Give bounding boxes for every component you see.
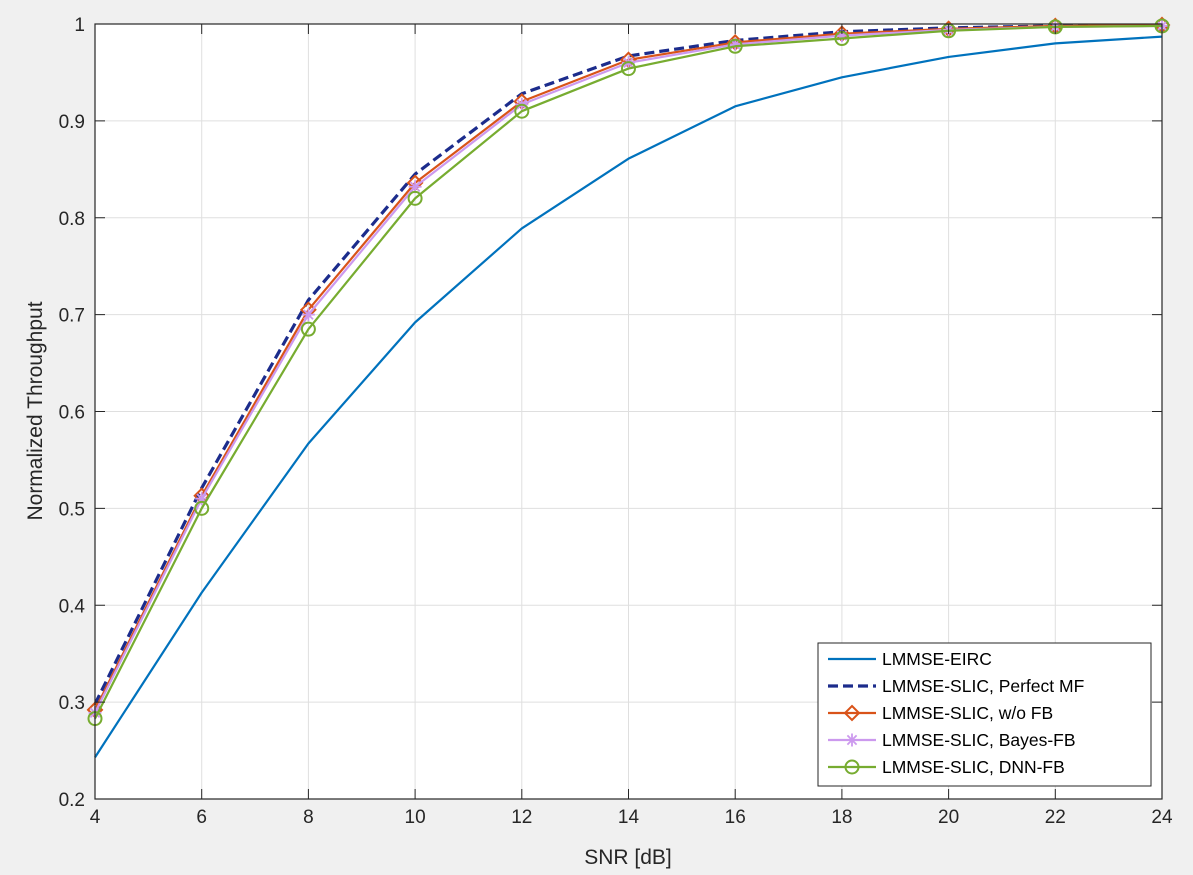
data-point [621,61,636,77]
legend-entry: LMMSE-SLIC, Perfect MF [828,676,1084,696]
x-tick-label: 18 [831,807,852,828]
x-tick-label: 20 [938,807,959,828]
legend-marker [843,704,861,722]
legend-label: LMMSE-SLIC, DNN-FB [882,757,1065,777]
x-tick-label: 4 [90,807,101,828]
legend-label: LMMSE-EIRC [882,649,992,669]
data-point [194,500,210,516]
y-tick-label: 0.9 [59,112,85,133]
axis-ticks: 4 6 8 10 12 14 16 18 20 22 24 0.2 0.3 0.4 0.5 0.6 0.7 0.8… [59,15,1173,828]
x-tick-label: 6 [196,807,207,828]
data-point [407,190,423,206]
legend-label: LMMSE-SLIC, Bayes-FB [882,730,1076,750]
series-1 [94,35,1163,758]
x-tick-label: 10 [405,807,426,828]
data-point [301,308,315,322]
x-tick-label: 8 [303,807,314,828]
legend-entry: LMMSE-SLIC, DNN-FB [828,757,1065,777]
data-point [300,321,316,337]
legend-entry: LMMSE-SLIC, w/o FB [828,703,1053,723]
y-tick-label: 0.7 [59,306,85,327]
legend-label: LMMSE-SLIC, Perfect MF [882,676,1084,696]
y-tick-label: 0.2 [59,790,85,811]
series-line [94,24,1163,720]
data-point [514,103,530,119]
legend-box [817,642,1152,787]
x-tick-label: 12 [511,807,532,828]
series-line [94,35,1163,758]
y-axis-label: Normalized Throughput [24,301,47,520]
series-layer [86,16,1171,758]
legend-entry: LMMSE-SLIC, Bayes-FB [828,730,1076,750]
y-tick-label: 1 [74,15,85,36]
y-tick-label: 0.6 [59,403,85,424]
x-tick-label: 22 [1045,807,1066,828]
y-tick-label: 0.8 [59,209,85,230]
legend-marker [845,733,859,747]
x-tick-label: 16 [725,807,746,828]
legend: LMMSE-EIRC LMMSE-SLIC, Perfect MF LMMSE-SL… [817,642,1152,787]
y-tick-label: 0.4 [59,596,86,617]
legend-marker [844,759,860,775]
x-tick-label: 14 [618,807,640,828]
x-axis-label: SNR [dB] [584,846,672,869]
y-tick-label: 0.5 [59,499,85,520]
x-tick-label: 24 [1151,807,1173,828]
data-point [727,38,743,54]
legend-label: LMMSE-SLIC, w/o FB [882,703,1053,723]
y-tick-label: 0.3 [59,693,85,714]
legend-entry: LMMSE-EIRC [828,649,992,669]
